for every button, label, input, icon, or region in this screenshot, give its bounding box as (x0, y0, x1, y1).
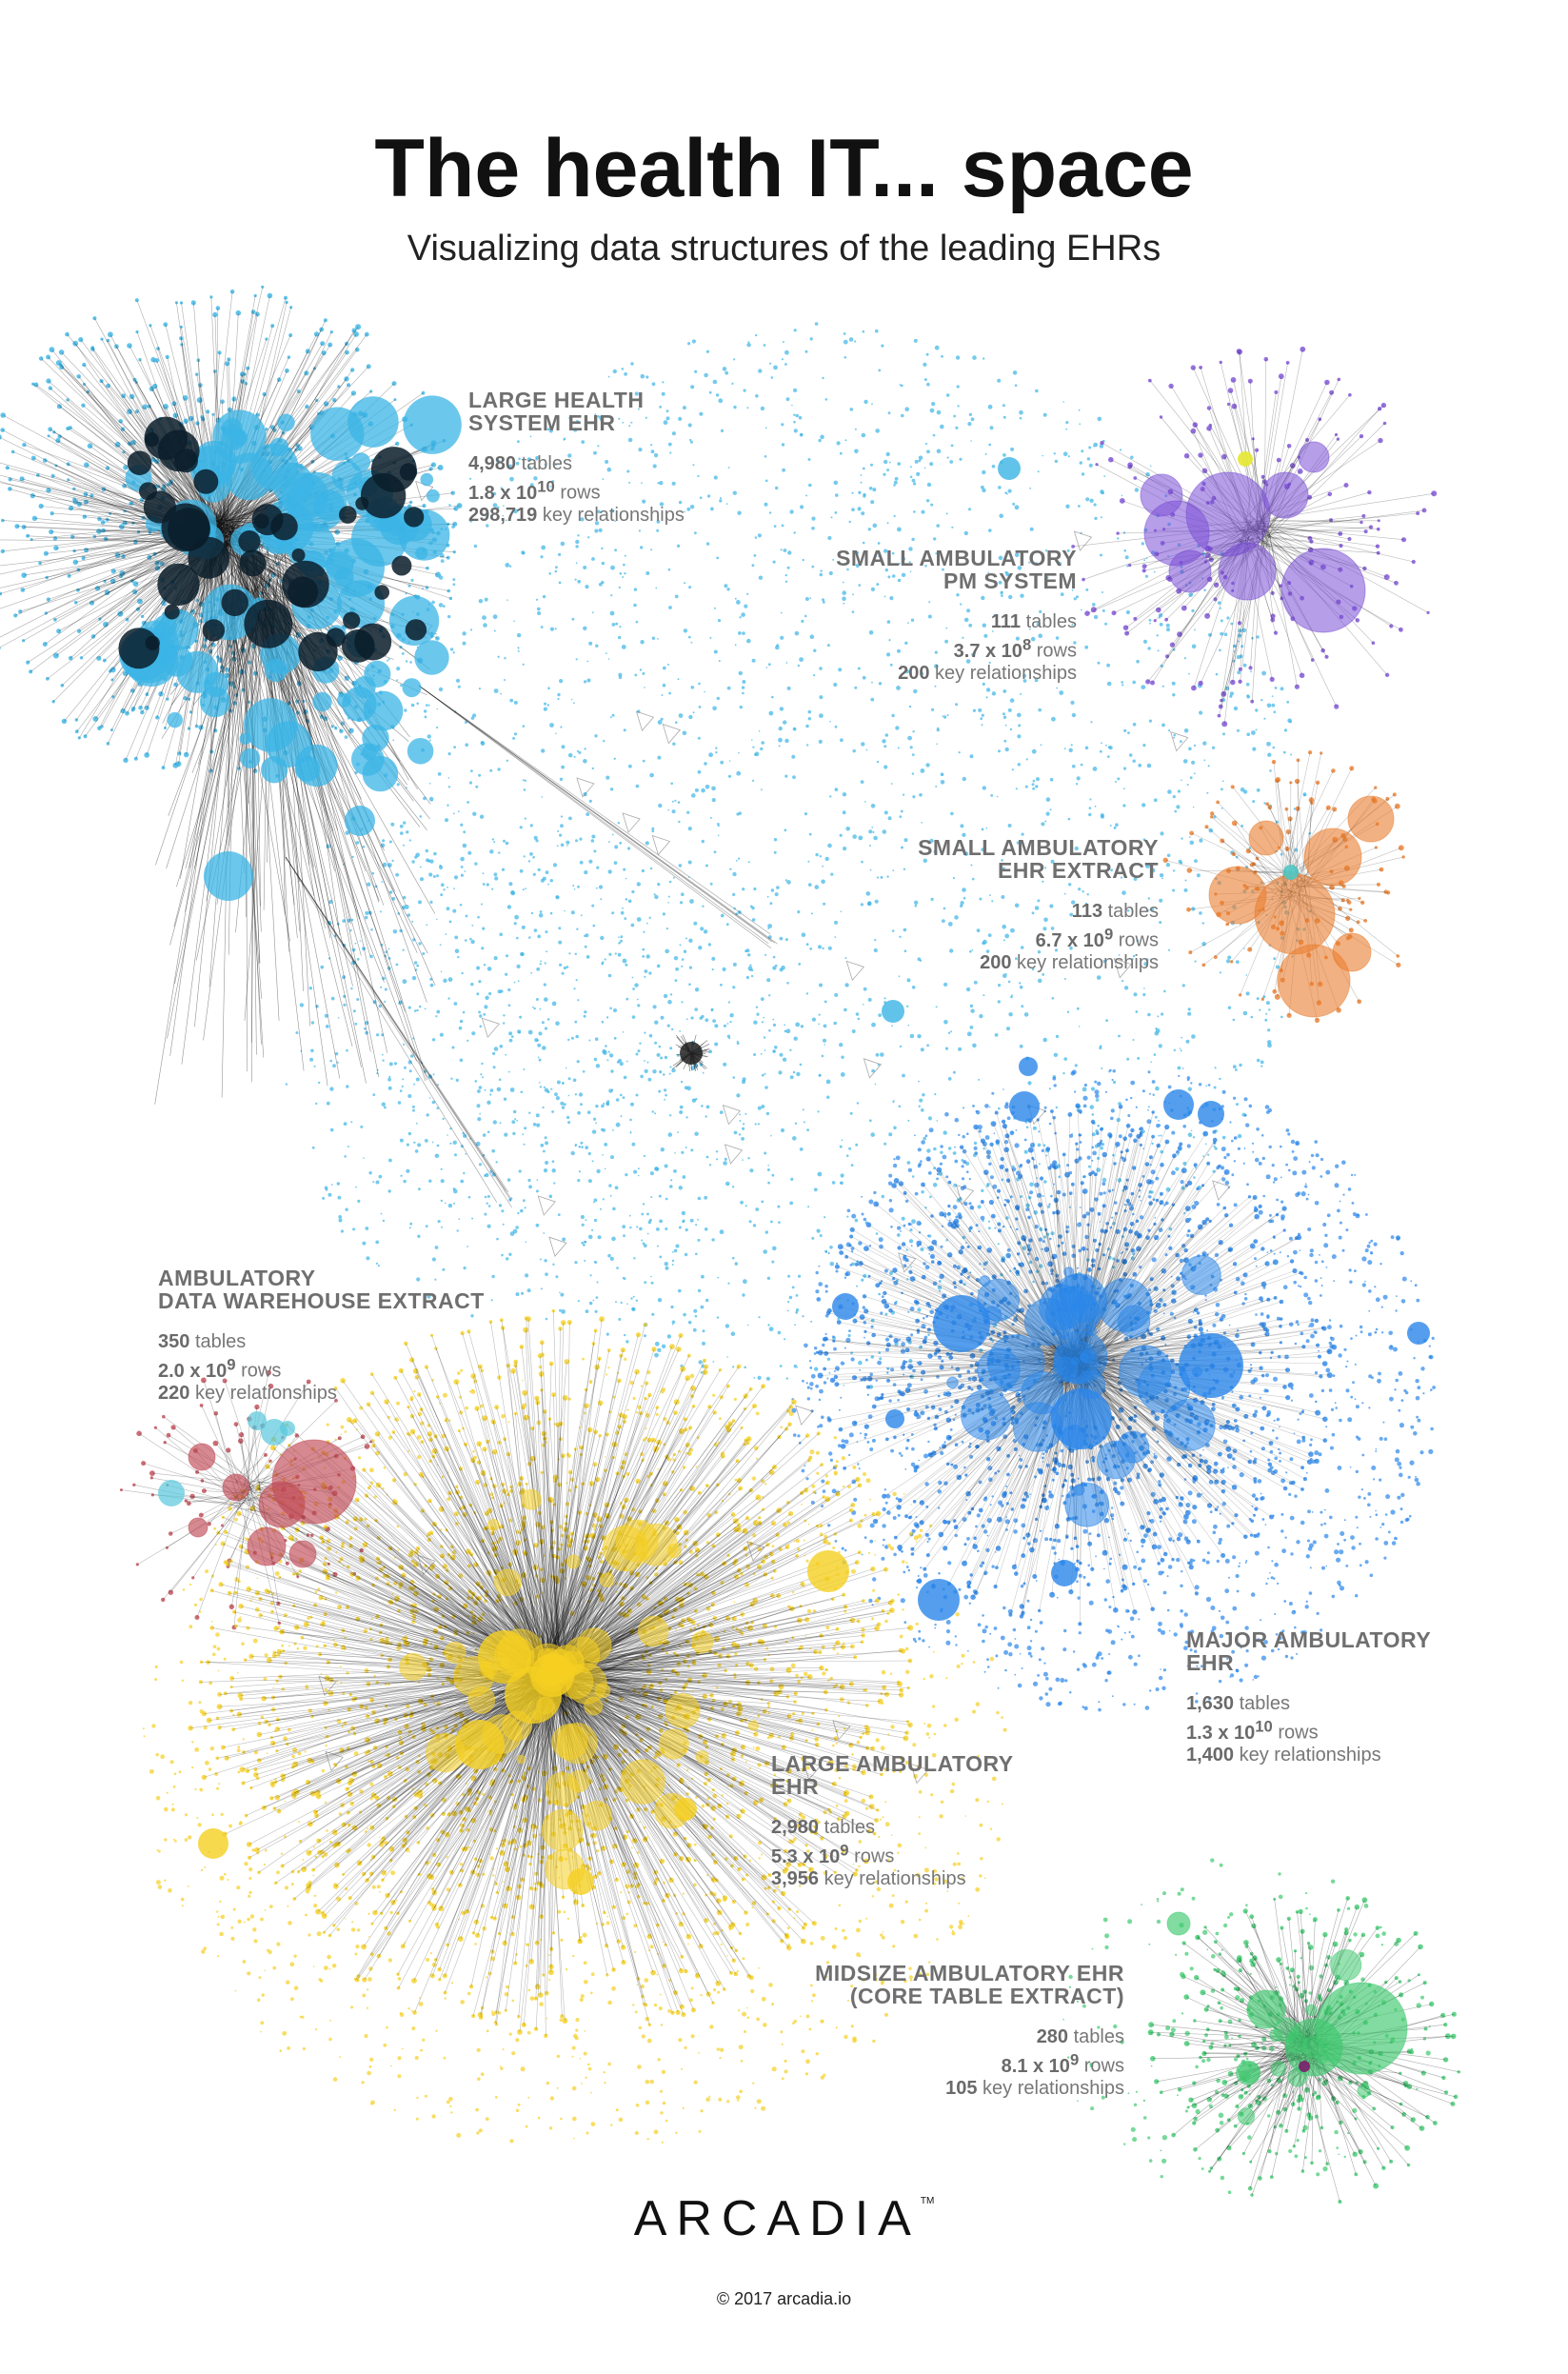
cluster-name-line: EHR (771, 1774, 820, 1799)
rows-label: rows (1036, 640, 1077, 662)
keys-count: 105 (945, 2077, 978, 2099)
cluster-name-line: PM SYSTEM (943, 569, 1077, 593)
tables-label: tables (1025, 611, 1077, 632)
cluster-label-large-health-system-ehr: LARGE HEALTH SYSTEM EHR 4,980 tables 1.8 … (468, 389, 685, 527)
rows-count: 1.3 x 10 (1186, 1722, 1256, 1744)
arcadia-logo: ARCADIATM (0, 2190, 1568, 2247)
keys-label: key relationships (542, 504, 685, 526)
table-nodes-layer (118, 395, 1430, 2125)
tables-count: 113 (1071, 901, 1103, 922)
rows-count: 8.1 x 10 (1001, 2055, 1070, 2077)
keys-count: 3,956 (771, 1867, 820, 1889)
tables-count: 2,980 (771, 1817, 820, 1838)
rows-count: 6.7 x 10 (1035, 929, 1104, 951)
keys-label: key relationships (935, 662, 1077, 684)
tables-count: 350 (158, 1331, 190, 1352)
rows-exponent: 10 (1255, 1717, 1273, 1735)
cluster-label-small-ambulatory-pm-system: SMALL AMBULATORY PM SYSTEM 111 tables 3.7… (836, 547, 1077, 685)
cluster-label-major-ambulatory-ehr: MAJOR AMBULATORY EHR 1,630 tables 1.3 x 1… (1186, 1628, 1431, 1766)
keys-count: 220 (158, 1382, 190, 1404)
copyright-text: © 2017 arcadia.io (716, 2289, 852, 2308)
keys-count: 200 (980, 951, 1012, 973)
keys-label: key relationships (194, 1382, 337, 1404)
cluster-name-line: EHR (1186, 1650, 1235, 1675)
tables-label: tables (1239, 1693, 1290, 1714)
trademark-mark: TM (920, 2196, 935, 2206)
rows-count: 1.8 x 10 (468, 482, 538, 504)
keys-label: key relationships (1017, 951, 1159, 973)
tables-label: tables (521, 453, 572, 474)
cluster-name-line: AMBULATORY (158, 1266, 316, 1290)
rows-count: 3.7 x 10 (953, 640, 1022, 662)
cluster-label-ambulatory-data-warehouse-extract: AMBULATORY DATA WAREHOUSE EXTRACT 350 tab… (158, 1267, 485, 1405)
rows-exponent: 10 (537, 477, 555, 495)
keys-count: 298,719 (468, 504, 538, 526)
rows-label: rows (1118, 929, 1159, 951)
cluster-label-small-ambulatory-ehr-extract: SMALL AMBULATORY EHR EXTRACT 113 tables 6… (918, 836, 1159, 974)
tables-label: tables (1073, 2026, 1124, 2047)
cluster-label-large-ambulatory-ehr: LARGE AMBULATORY EHR 2,980 tables 5.3 x 1… (771, 1752, 1014, 1890)
rows-exponent: 9 (1103, 925, 1114, 943)
keys-label: key relationships (824, 1867, 966, 1889)
tables-count: 1,630 (1186, 1693, 1235, 1714)
cluster-label-midsize-ambulatory-ehr: MIDSIZE AMBULATORY EHR (CORE TABLE EXTRAC… (815, 1962, 1124, 2100)
rows-exponent: 8 (1022, 635, 1032, 653)
logo-text: ARCADIA (633, 2191, 921, 2246)
tables-label: tables (194, 1331, 247, 1352)
cluster-name-line: MIDSIZE AMBULATORY EHR (815, 1961, 1124, 1985)
rows-label: rows (241, 1360, 282, 1382)
rows-label: rows (1278, 1722, 1319, 1744)
page-title: The health IT... space (374, 123, 1194, 214)
tables-count: 111 (990, 611, 1022, 632)
rows-count: 2.0 x 10 (158, 1360, 228, 1382)
rows-exponent: 9 (840, 1841, 849, 1859)
table-dots-layer (0, 285, 1461, 2204)
tables-label: tables (1107, 901, 1159, 922)
rows-count: 5.3 x 10 (771, 1845, 841, 1867)
cluster-name-line: SMALL AMBULATORY (836, 546, 1077, 570)
page-subtitle: Visualizing data structures of the leadi… (407, 229, 1161, 269)
cluster-name-line: SYSTEM EHR (468, 410, 616, 435)
keys-count: 1,400 (1186, 1744, 1235, 1766)
rows-exponent: 9 (1069, 2050, 1080, 2068)
rows-label: rows (1083, 2055, 1124, 2077)
rows-label: rows (560, 482, 601, 504)
cluster-name-line: MAJOR AMBULATORY (1186, 1627, 1432, 1652)
tables-label: tables (824, 1817, 875, 1838)
keys-count: 200 (898, 662, 930, 684)
cluster-name-line: LARGE HEALTH (468, 388, 645, 412)
tables-count: 280 (1036, 2026, 1069, 2047)
cluster-name-line: DATA WAREHOUSE EXTRACT (158, 1288, 485, 1313)
cluster-name-line: LARGE AMBULATORY (771, 1751, 1014, 1776)
cluster-name-line: SMALL AMBULATORY (918, 835, 1159, 860)
rows-exponent: 9 (227, 1355, 236, 1373)
rows-label: rows (854, 1845, 895, 1867)
keys-label: key relationships (1239, 1744, 1381, 1766)
cluster-name-line: EHR EXTRACT (997, 858, 1159, 883)
tables-count: 4,980 (468, 453, 517, 474)
cluster-name-line: (CORE TABLE EXTRACT) (849, 1984, 1124, 2008)
keys-label: key relationships (982, 2077, 1124, 2099)
